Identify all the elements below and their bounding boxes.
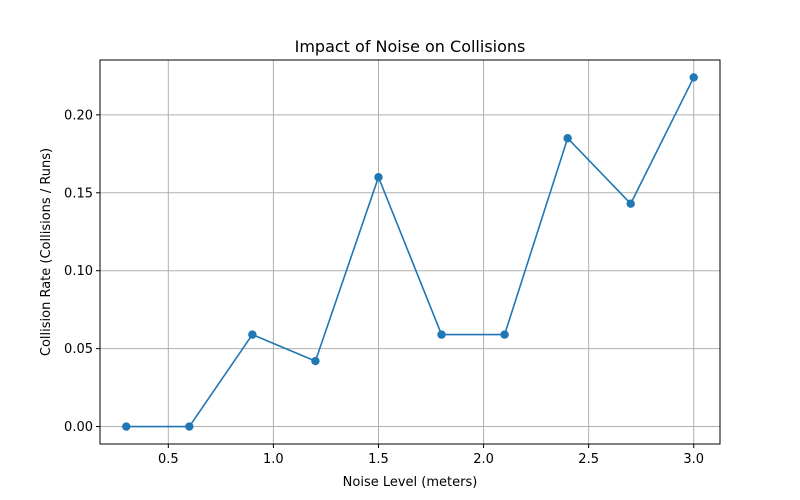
x-tick-label: 0.5 — [158, 452, 179, 467]
x-tick-label: 2.5 — [578, 452, 599, 467]
y-axis-label: Collision Rate (Collisions / Runs) — [39, 148, 54, 356]
x-tick-label: 2.0 — [473, 452, 494, 467]
data-point — [185, 422, 194, 431]
data-point — [437, 330, 446, 339]
data-point — [689, 73, 698, 82]
data-point — [248, 330, 257, 339]
series-line — [126, 77, 695, 428]
data-point — [563, 134, 572, 143]
x-tick-label: 3.0 — [683, 452, 704, 467]
chart-title: Impact of Noise on Collisions — [295, 37, 526, 56]
data-point — [374, 172, 383, 182]
x-tick-label: 1.0 — [263, 452, 284, 467]
tick-layer: 0.5 1.0 1.5 2.0 2.5 3.0 0.00 0.05 0.10 0.15 0.20 — [64, 108, 704, 467]
data-point — [626, 199, 635, 208]
y-tick-label: 0.05 — [64, 342, 93, 357]
y-tick-label: 0.15 — [64, 186, 93, 201]
x-tick-label: 1.5 — [368, 452, 389, 467]
plot-area-frame — [99, 59, 721, 445]
y-tick-label: 0.00 — [64, 420, 93, 435]
series-layer — [122, 73, 698, 431]
data-point — [311, 356, 320, 366]
x-axis-label: Noise Level (meters) — [343, 475, 478, 490]
grid-layer — [100, 60, 720, 444]
y-tick-label: 0.20 — [64, 108, 93, 123]
y-tick-label: 0.10 — [64, 264, 93, 279]
data-point — [122, 422, 131, 431]
data-point — [500, 330, 509, 339]
